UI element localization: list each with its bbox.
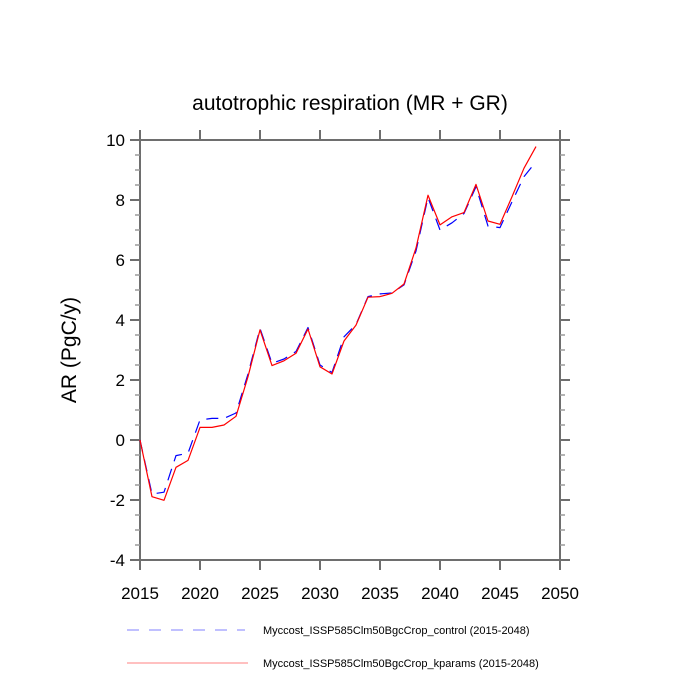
y-tick-label: 0 bbox=[116, 431, 125, 450]
x-tick-label: 2050 bbox=[541, 584, 579, 603]
y-tick-label: -4 bbox=[110, 551, 125, 570]
y-tick-label: 2 bbox=[116, 371, 125, 390]
x-tick-label: 2020 bbox=[181, 584, 219, 603]
x-tick-label: 2025 bbox=[241, 584, 279, 603]
chart-title: autotrophic respiration (MR + GR) bbox=[192, 92, 508, 115]
series-line-control bbox=[139, 161, 537, 495]
y-tick-label: 8 bbox=[116, 191, 125, 210]
series-lines bbox=[139, 146, 537, 501]
y-tick-label: 10 bbox=[106, 131, 125, 150]
x-tick-label: 2035 bbox=[361, 584, 399, 603]
legend-label-control: Myccost_ISSP585Clm50BgcCrop_control (201… bbox=[263, 625, 530, 637]
y-tick-label: 4 bbox=[116, 311, 125, 330]
legend-label-kparams: Myccost_ISSP585Clm50BgcCrop_kparams (201… bbox=[263, 658, 539, 670]
x-tick-label: 2015 bbox=[121, 584, 159, 603]
legend: Myccost_ISSP585Clm50BgcCrop_control (201… bbox=[127, 625, 539, 670]
x-tick-label: 2030 bbox=[301, 584, 339, 603]
y-tick-labels: -4 -2 0 2 4 6 8 10 bbox=[106, 131, 125, 570]
y-tick-label: -2 bbox=[110, 491, 125, 510]
series-line-kparams bbox=[139, 146, 537, 501]
axes bbox=[130, 130, 570, 570]
x-tick-label: 2040 bbox=[421, 584, 459, 603]
x-tick-labels: 2015 2020 2025 2030 2035 2040 2045 2050 bbox=[121, 584, 579, 603]
x-tick-label: 2045 bbox=[481, 584, 519, 603]
y-tick-label: 6 bbox=[116, 251, 125, 270]
y-axis-label: AR (PgC/y) bbox=[58, 297, 81, 403]
